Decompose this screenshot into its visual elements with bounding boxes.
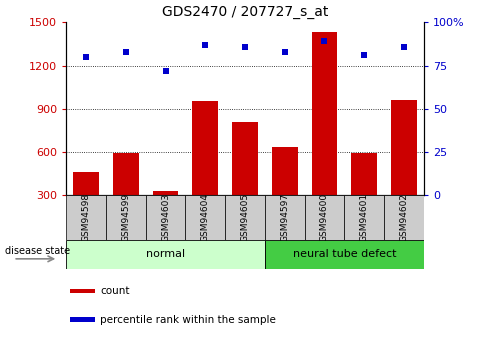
Bar xyxy=(265,240,424,269)
Bar xyxy=(113,153,139,238)
Text: GSM94604: GSM94604 xyxy=(201,193,210,242)
Text: GSM94597: GSM94597 xyxy=(280,193,289,242)
Text: GSM94601: GSM94601 xyxy=(360,193,369,242)
Title: GDS2470 / 207727_s_at: GDS2470 / 207727_s_at xyxy=(162,4,328,19)
Bar xyxy=(232,121,258,238)
Point xyxy=(281,49,289,55)
Bar xyxy=(66,195,106,240)
Bar xyxy=(193,101,218,238)
Text: count: count xyxy=(100,286,130,296)
Bar xyxy=(70,317,95,322)
Bar xyxy=(152,190,178,238)
Point xyxy=(241,44,249,49)
Bar xyxy=(66,240,265,269)
Bar xyxy=(73,172,99,238)
Bar xyxy=(146,195,185,240)
Bar xyxy=(225,195,265,240)
Point xyxy=(320,39,328,44)
Bar xyxy=(384,195,424,240)
Text: GSM94602: GSM94602 xyxy=(399,193,409,242)
Text: GSM94598: GSM94598 xyxy=(81,193,91,242)
Point xyxy=(82,54,90,60)
Point xyxy=(400,44,408,49)
Point xyxy=(122,49,130,55)
Bar xyxy=(305,195,344,240)
Text: percentile rank within the sample: percentile rank within the sample xyxy=(100,315,276,325)
Bar xyxy=(351,153,377,238)
Text: GSM94599: GSM94599 xyxy=(121,193,130,242)
Text: disease state: disease state xyxy=(5,246,71,256)
Bar xyxy=(312,32,338,238)
Bar xyxy=(70,289,95,293)
Bar xyxy=(391,100,417,238)
Bar xyxy=(106,195,146,240)
Bar xyxy=(185,195,225,240)
Text: normal: normal xyxy=(146,249,185,259)
Text: neural tube defect: neural tube defect xyxy=(293,249,396,259)
Text: GSM94603: GSM94603 xyxy=(161,193,170,242)
Bar xyxy=(272,148,297,238)
Text: GSM94600: GSM94600 xyxy=(320,193,329,242)
Point xyxy=(201,42,209,48)
Bar xyxy=(344,195,384,240)
Point xyxy=(360,52,368,58)
Bar xyxy=(265,195,305,240)
Text: GSM94605: GSM94605 xyxy=(241,193,249,242)
Point xyxy=(162,68,170,73)
